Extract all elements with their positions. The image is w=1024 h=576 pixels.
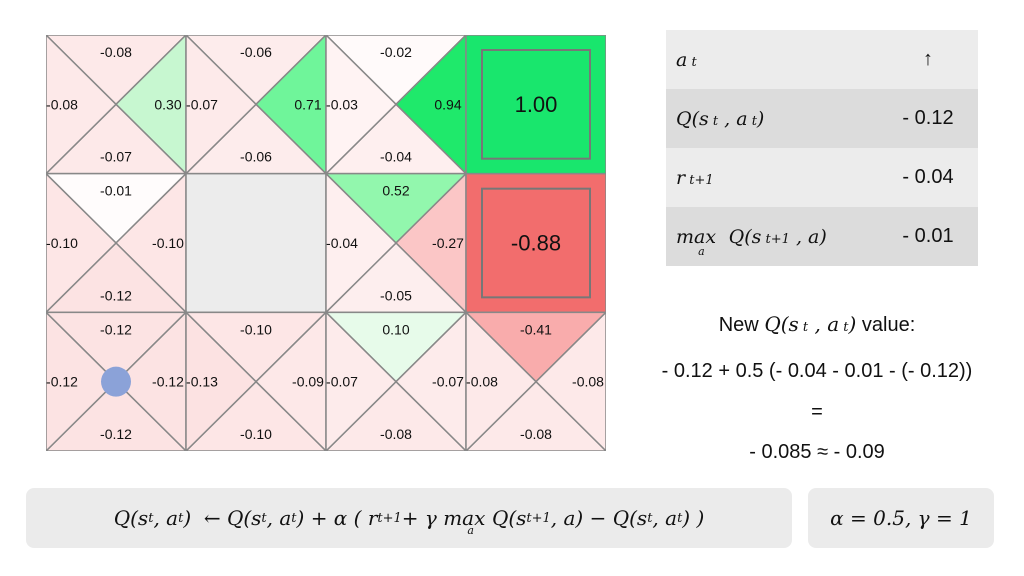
q-triangle-left xyxy=(325,171,398,315)
calc-header: New Q(s t , a t) value: xyxy=(718,312,916,336)
q-value-top: -0.02 xyxy=(380,44,412,60)
q-value-top: 0.10 xyxy=(382,321,409,337)
table-row: r t+1 - 0.04 xyxy=(666,148,978,207)
q-value-left: -0.08 xyxy=(46,96,78,112)
q-value-bottom: -0.05 xyxy=(380,287,412,303)
q-value-left: -0.04 xyxy=(326,235,358,251)
q-value-right: 0.71 xyxy=(294,96,321,112)
q-value-grid: -0.080.30-0.07-0.08-0.060.71-0.06-0.07-0… xyxy=(46,35,606,451)
q-value: - 0.12 xyxy=(902,107,954,129)
action-label: a t xyxy=(676,48,697,71)
terminal-frame xyxy=(481,187,591,299)
q-triangle-left xyxy=(325,35,398,176)
calc-result: - 0.085 ≈ - 0.09 xyxy=(749,441,885,463)
params-text: α = 0.5, γ = 1 xyxy=(830,506,972,530)
q-value-bottom: -0.06 xyxy=(240,149,272,165)
q-value-right: -0.08 xyxy=(572,374,604,390)
q-value-right: -0.27 xyxy=(432,235,464,251)
terminal-cell xyxy=(465,35,606,175)
terminal-value: -0.88 xyxy=(511,231,561,256)
update-formula-box: Q(s t , a t) ← Q(s t , a t) + α ( r t+1 … xyxy=(26,488,792,548)
q-value-left: -0.03 xyxy=(326,96,358,112)
q-value-right: -0.09 xyxy=(292,374,324,390)
reward-label: r t+1 xyxy=(676,166,714,189)
table-row: maxa Q(s t+1 , a) - 0.01 xyxy=(666,207,978,266)
q-value-top: -0.41 xyxy=(520,321,552,337)
update-table: a t ↑ Q(s t , a t) - 0.12 r t+1 - 0.04 m… xyxy=(666,30,978,266)
params-box: α = 0.5, γ = 1 xyxy=(808,488,994,548)
q-value-left: -0.13 xyxy=(186,374,218,390)
max-q-value: - 0.01 xyxy=(902,225,954,247)
q-value-bottom: -0.12 xyxy=(100,426,132,442)
q-value-right: 0.30 xyxy=(154,96,181,112)
q-value-left: -0.12 xyxy=(46,374,78,390)
table-row: a t ↑ xyxy=(666,30,978,89)
q-value-top: -0.06 xyxy=(240,44,272,60)
terminal-frame xyxy=(481,49,591,160)
q-value-top: -0.10 xyxy=(240,321,272,337)
q-value-bottom: -0.08 xyxy=(380,426,412,442)
q-value-left: -0.07 xyxy=(186,96,218,112)
update-formula: Q(s t , a t) ← Q(s t , a t) + α ( r t+1 … xyxy=(113,506,705,537)
q-value-right: 0.94 xyxy=(434,96,461,112)
q-triangle-left xyxy=(46,172,118,314)
terminal-value: 1.00 xyxy=(515,92,558,117)
terminal-cell xyxy=(465,172,606,314)
q-triangle-left xyxy=(46,311,118,451)
q-triangle-left xyxy=(46,35,118,175)
agent-marker xyxy=(101,366,131,397)
q-value-bottom: -0.10 xyxy=(240,426,272,442)
q-value-top: -0.08 xyxy=(100,44,132,60)
q-value-left: -0.08 xyxy=(466,374,498,390)
q-value-top: -0.01 xyxy=(100,183,132,199)
q-value-top: 0.52 xyxy=(382,183,409,199)
calc-expression: - 0.12 + 0.5 (- 0.04 - 0.01 - (- 0.12)) xyxy=(661,360,973,382)
q-value-left: -0.07 xyxy=(326,374,358,390)
calc-header-q: Q(s t , a t) xyxy=(764,312,857,336)
q-label: Q(s t , a t) xyxy=(676,107,765,130)
calc-equals: = xyxy=(811,401,823,423)
q-value-bottom: -0.08 xyxy=(520,426,552,442)
q-triangle-left xyxy=(185,310,258,451)
q-value-bottom: -0.07 xyxy=(100,149,132,165)
q-value-bottom: -0.12 xyxy=(100,287,132,303)
q-value-left: -0.10 xyxy=(46,235,78,251)
q-value-bottom: -0.04 xyxy=(380,149,412,165)
wall-cell xyxy=(185,172,327,314)
action-value: ↑ xyxy=(923,48,933,70)
q-value-top: -0.12 xyxy=(100,321,132,337)
table-row: Q(s t , a t) - 0.12 xyxy=(666,89,978,148)
q-value-right: -0.12 xyxy=(152,374,184,390)
max-q-label: maxa Q(s t+1 , a) xyxy=(676,225,827,258)
q-triangle-left xyxy=(325,310,398,451)
reward-value: - 0.04 xyxy=(902,166,954,188)
q-value-right: -0.07 xyxy=(432,374,464,390)
q-triangle-left xyxy=(185,35,258,176)
q-triangle-left xyxy=(465,310,538,451)
q-value-right: -0.10 xyxy=(152,235,184,251)
